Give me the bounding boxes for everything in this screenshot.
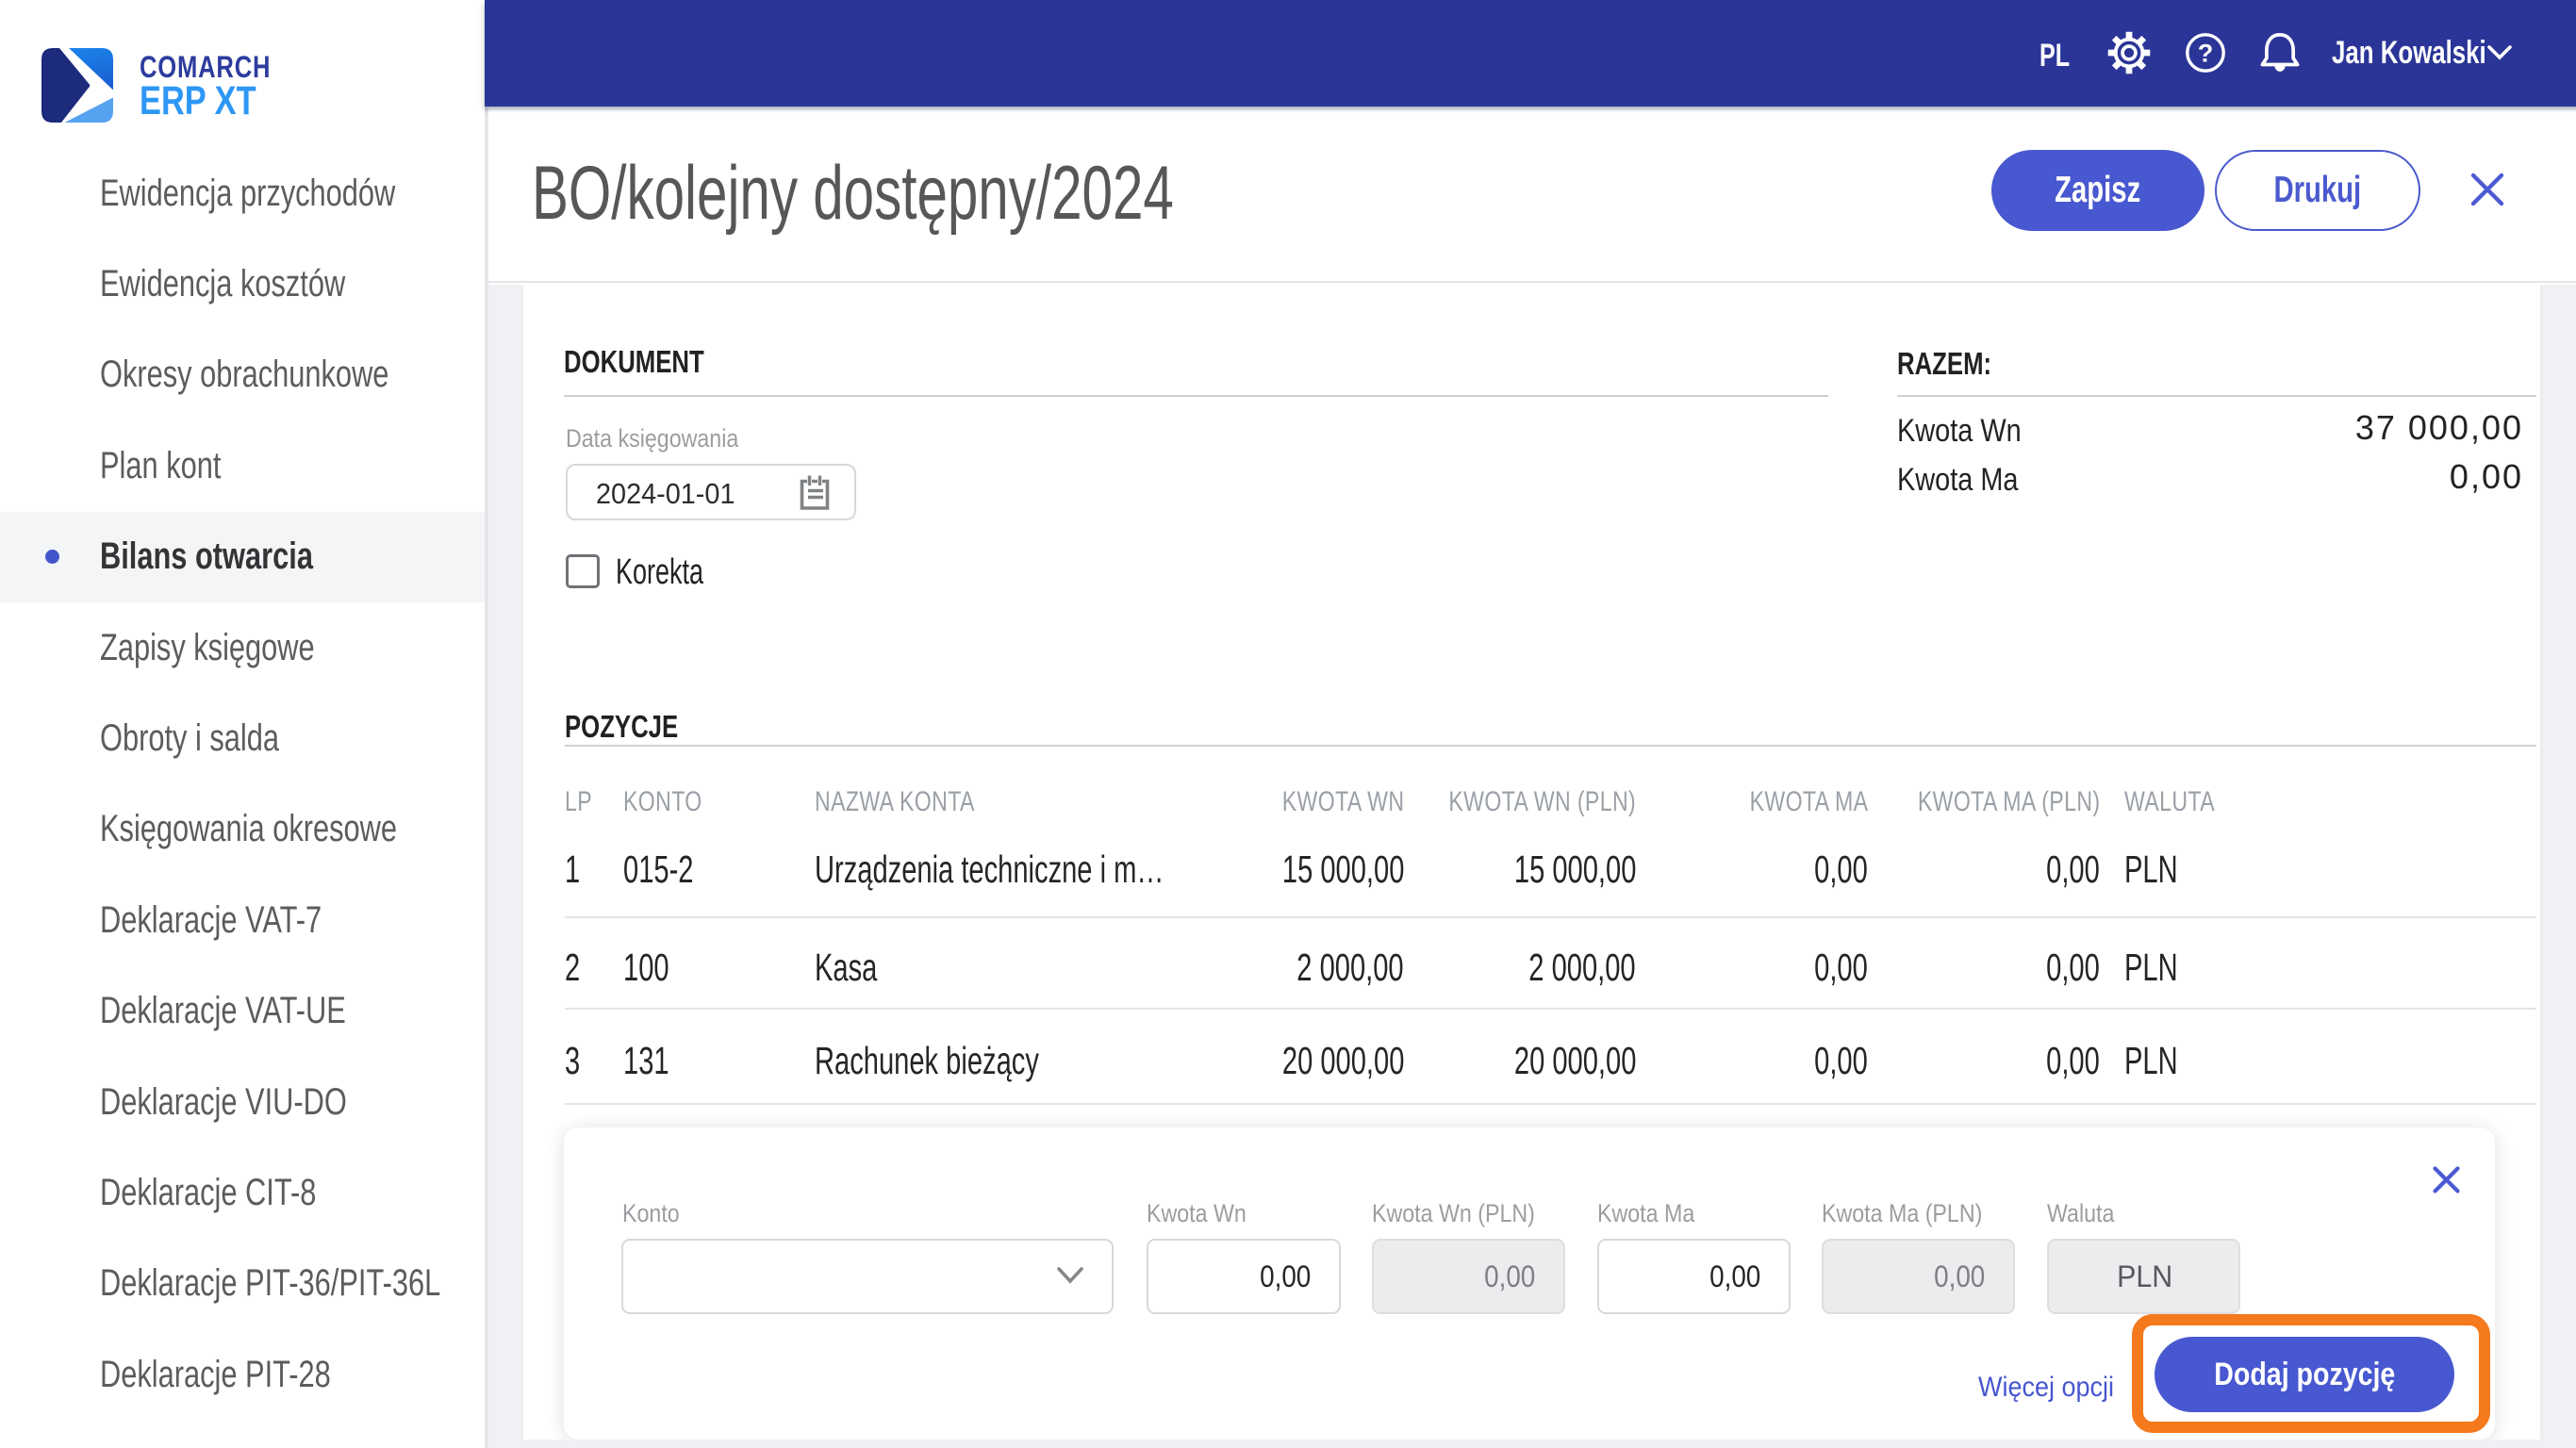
svg-text:?: ? — [2198, 40, 2214, 68]
